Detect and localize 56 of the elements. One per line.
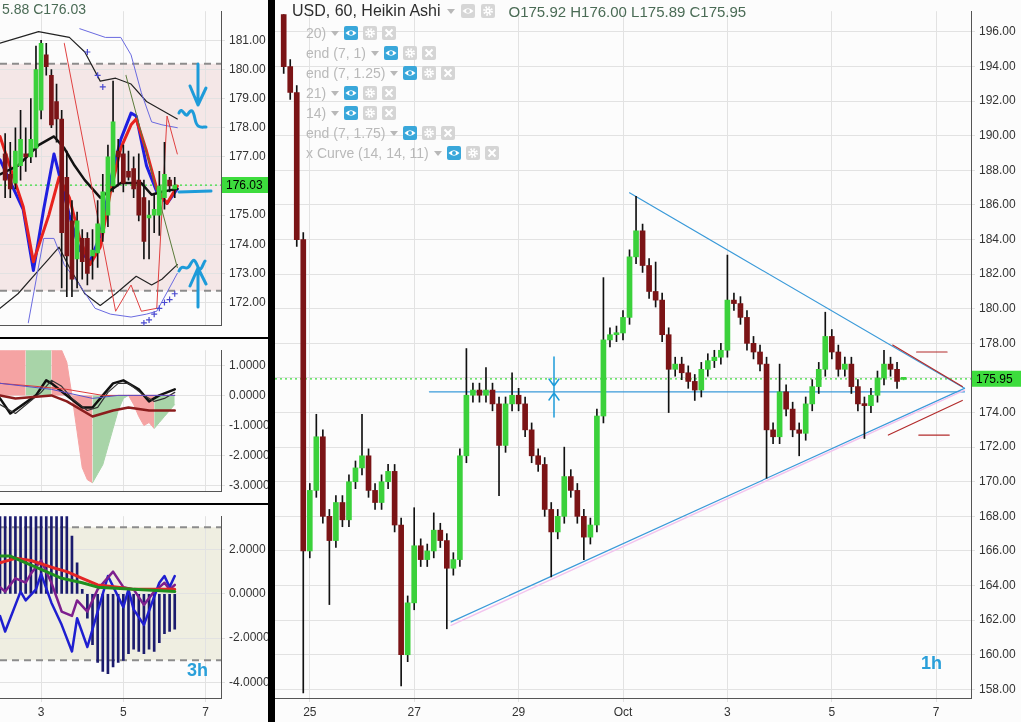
y-tick-label: 181.00 [229, 32, 267, 47]
annotation: end (7, 1) [306, 45, 366, 61]
y-tick-label: 192.00 [979, 93, 1017, 108]
y-tick-label: 179.00 [229, 90, 267, 105]
annotation: 1h [920, 653, 942, 673]
x-tick-label: 5 [828, 704, 836, 719]
x-tick-label: 3 [724, 704, 732, 719]
x-tick-label: 7 [932, 704, 940, 719]
x-tick-label: 25 [303, 704, 317, 719]
x-tick-label: 3 [37, 704, 45, 719]
ref-line-label: 176.03 [226, 177, 264, 192]
y-tick-label: 184.00 [979, 231, 1017, 246]
y-tick-label: 168.00 [979, 508, 1017, 523]
y-tick-label: 0.0000 [229, 387, 267, 402]
y-tick-label: 174.00 [229, 236, 267, 251]
y-tick-label: 180.00 [229, 61, 267, 76]
y-tick-label: 178.00 [979, 335, 1017, 350]
y-tick-label: 182.00 [979, 266, 1017, 281]
y-tick-label: 166.00 [979, 543, 1017, 558]
x-tick-label: 5 [120, 704, 128, 719]
y-tick-label: 188.00 [979, 162, 1017, 177]
x-tick-label: 29 [511, 704, 526, 719]
y-tick-label: 178.00 [229, 120, 267, 135]
y-tick-label: 170.00 [979, 474, 1017, 489]
y-tick-label: 158.00 [979, 681, 1017, 696]
x-tick-label: 7 [202, 704, 210, 719]
annotation: 5.88 C176.03 [2, 1, 87, 17]
y-tick-label: 2.0000 [229, 541, 267, 556]
annotation: O175.92 H176.00 L175.89 C175.95 [508, 2, 747, 20]
y-tick-label: 164.00 [979, 577, 1017, 592]
y-tick-label: 174.00 [979, 404, 1017, 419]
annotation: end (7, 1.75) [306, 125, 386, 141]
ref-line-label: 175.95 [976, 371, 1014, 386]
y-tick-label: 160.00 [979, 647, 1017, 662]
y-tick-label: 1.0000 [229, 357, 267, 372]
annotation: x Curve (14, 14, 11) [306, 145, 429, 161]
annotation: 21) [306, 85, 327, 101]
y-tick-label: 172.00 [229, 294, 267, 309]
chart-title: USD, 60, Heikin Ashi [292, 2, 441, 19]
annotation: 20) [306, 25, 327, 41]
y-tick-label: 175.00 [229, 207, 267, 222]
annotation: end (7, 1.25) [306, 65, 386, 81]
y-tick-label: 180.00 [979, 301, 1017, 316]
x-tick-label: 27 [407, 704, 422, 719]
y-tick-label: 162.00 [979, 612, 1017, 627]
y-tick-label: 177.00 [229, 149, 267, 164]
y-tick-label: 172.00 [979, 439, 1017, 454]
y-tick-label: 186.00 [979, 197, 1017, 212]
x-tick-label: Oct [613, 704, 633, 719]
annotation: 14) [306, 105, 327, 121]
y-tick-label: 196.00 [979, 24, 1017, 39]
y-tick-label: 0.0000 [229, 586, 267, 601]
y-tick-label: 194.00 [979, 58, 1017, 73]
y-tick-label: 173.00 [229, 265, 267, 280]
annotation: 3h [186, 660, 208, 680]
y-tick-label: 190.00 [979, 128, 1017, 143]
